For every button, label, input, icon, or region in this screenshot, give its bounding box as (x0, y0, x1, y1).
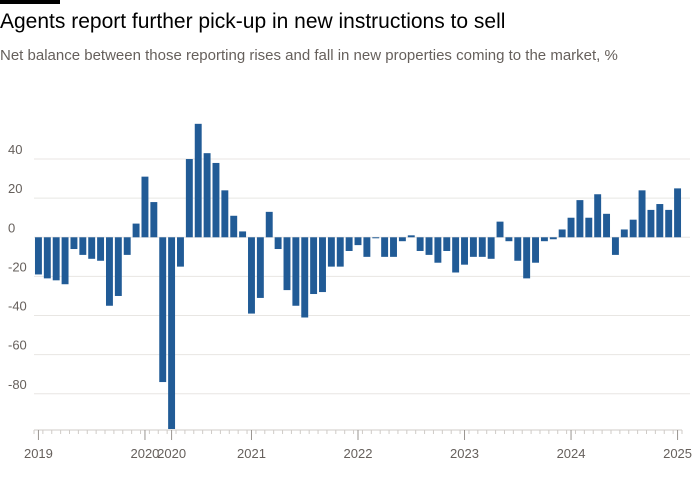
bar (407, 235, 415, 238)
bar (674, 188, 682, 238)
bar (603, 213, 611, 238)
bar (496, 221, 504, 238)
x-tick-label: 2019 (24, 446, 53, 461)
bar (585, 217, 593, 238)
bar (61, 237, 69, 285)
y-tick-label: 0 (8, 220, 15, 235)
bar (620, 229, 628, 238)
bar (469, 237, 477, 257)
bar (70, 237, 78, 250)
y-tick-label: -20 (8, 259, 27, 274)
bar (487, 237, 495, 259)
bar (514, 237, 522, 261)
bar (336, 237, 344, 267)
x-tick-label: 2022 (344, 446, 373, 461)
bar (549, 237, 557, 240)
bar (185, 159, 193, 238)
bar (310, 237, 318, 295)
bar (505, 237, 513, 242)
bar (416, 237, 424, 251)
bar (478, 237, 486, 257)
bar (532, 237, 539, 263)
bar (390, 237, 397, 257)
y-tick-label: 40 (8, 142, 22, 157)
bar (114, 237, 122, 296)
bar (88, 237, 96, 259)
bar (363, 237, 371, 257)
bar (212, 162, 220, 238)
y-tick-label: -60 (8, 338, 27, 353)
bar (248, 237, 255, 314)
bar (558, 229, 566, 238)
bar (194, 123, 202, 238)
bar (123, 237, 131, 255)
bar (629, 219, 637, 238)
bar (105, 237, 113, 306)
bar (168, 237, 176, 429)
x-tick-label: 2021 (237, 446, 266, 461)
bar (265, 211, 273, 238)
bar (567, 217, 575, 238)
bar (443, 237, 451, 251)
bar (150, 202, 158, 238)
y-tick-label: 20 (8, 181, 22, 196)
bar (345, 237, 353, 251)
bar (203, 153, 211, 238)
bar (434, 237, 442, 263)
bar (141, 176, 149, 238)
bar (611, 237, 619, 255)
bar (221, 190, 229, 238)
bar (43, 237, 51, 279)
bar (292, 237, 300, 306)
bar (381, 237, 389, 257)
bar (425, 237, 433, 255)
bar (283, 237, 291, 291)
bar (34, 237, 42, 275)
bar (327, 237, 335, 267)
bar (647, 209, 655, 238)
chart-title: Agents report further pick-up in new ins… (0, 10, 506, 33)
bar (594, 194, 602, 238)
bar (452, 237, 460, 273)
bar (159, 237, 167, 383)
bar (301, 237, 309, 318)
bar (540, 237, 548, 242)
bar (523, 237, 531, 279)
bar (638, 190, 646, 238)
bar (354, 237, 362, 246)
bar (239, 231, 247, 238)
top-accent-rule (0, 0, 60, 4)
x-tick-label: 2024 (557, 446, 586, 461)
bar (52, 237, 60, 281)
bar (256, 237, 264, 298)
bar (656, 204, 664, 238)
bar (372, 237, 380, 239)
bar (177, 237, 184, 267)
bar (79, 237, 87, 255)
x-tick-label: 2023 (450, 446, 479, 461)
bar (576, 200, 584, 238)
x-tick-label: 2020 (157, 446, 186, 461)
x-tick-label: 2020 (130, 446, 159, 461)
bar (230, 215, 238, 238)
bar (319, 237, 326, 293)
bar (132, 223, 140, 238)
bar (274, 237, 282, 250)
x-tick-label: 2025 (663, 446, 692, 461)
bar (398, 237, 406, 242)
y-tick-label: -80 (8, 377, 27, 392)
bar (665, 209, 673, 238)
bar (97, 237, 105, 261)
chart-subtitle: Net balance between those reporting rise… (0, 47, 618, 64)
bar (461, 237, 468, 265)
y-tick-label: -40 (8, 299, 27, 314)
